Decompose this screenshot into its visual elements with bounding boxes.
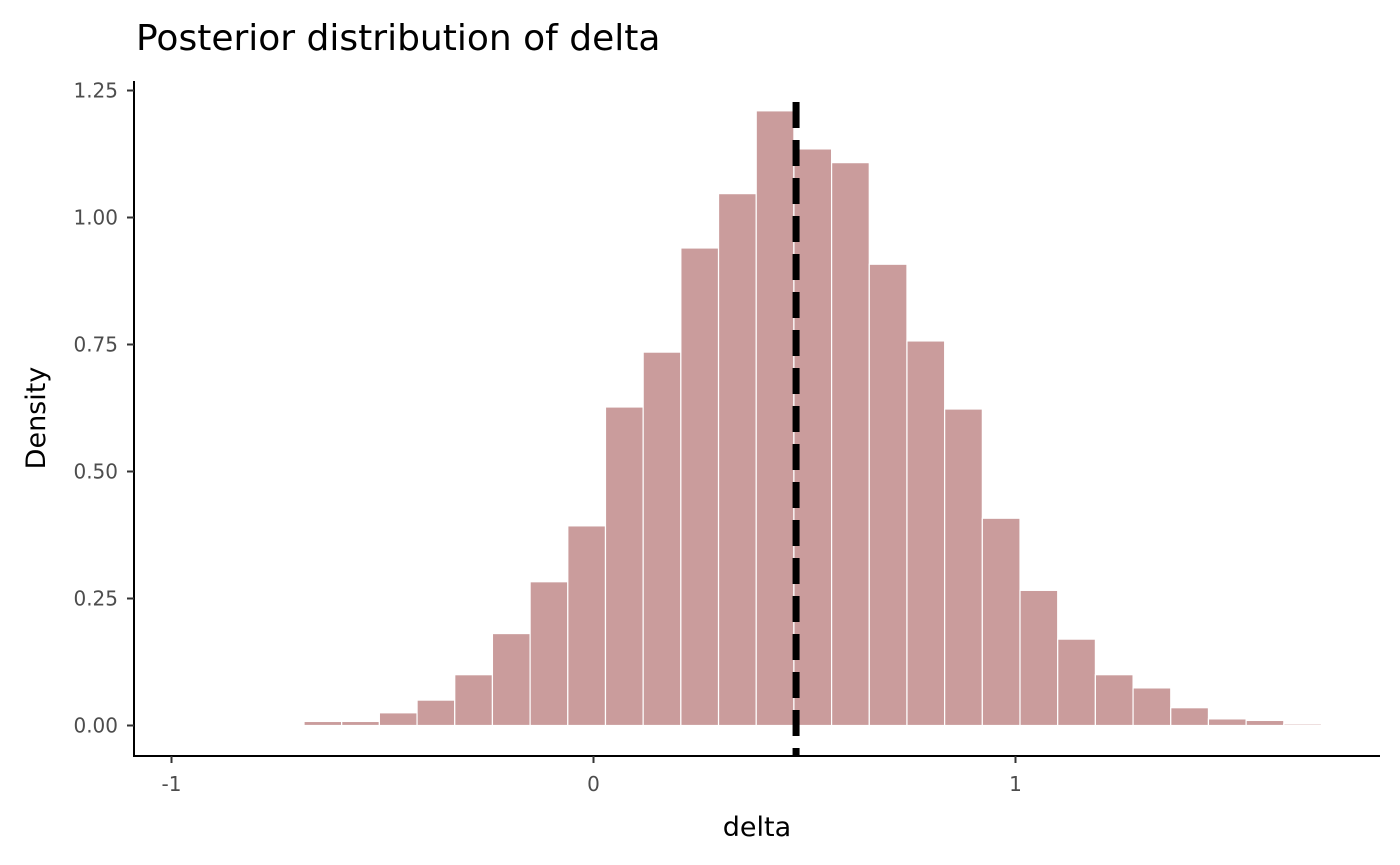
- y-tick-label: 1.25: [73, 79, 118, 103]
- histogram-bar: [416, 699, 456, 727]
- histogram-bar: [642, 351, 682, 727]
- x-tick-label: 1: [1009, 772, 1022, 796]
- histogram-bar: [906, 340, 946, 727]
- histogram-bar: [341, 720, 380, 727]
- histogram-bar: [981, 517, 1021, 727]
- histogram-bar: [491, 632, 531, 727]
- y-tick-label: 0.50: [73, 460, 118, 484]
- y-tick-label: 0.00: [73, 714, 118, 738]
- histogram-bar: [944, 408, 983, 727]
- histogram-bar: [454, 674, 494, 727]
- y-tick-label: 0.75: [73, 333, 118, 357]
- histogram-bar: [1094, 674, 1134, 727]
- y-tick-label: 0.25: [73, 587, 118, 611]
- histogram-bar: [1170, 707, 1210, 727]
- histogram-bar: [1245, 719, 1285, 727]
- histogram-bar: [529, 581, 569, 727]
- x-axis-label: delta: [723, 812, 791, 843]
- x-tick-label: -1: [162, 772, 182, 796]
- chart-title: Posterior distribution of delta: [136, 18, 660, 59]
- histogram-bar: [1207, 718, 1247, 727]
- histogram-bar: [755, 110, 795, 727]
- histogram-bar: [567, 525, 607, 727]
- histogram-bar: [830, 162, 870, 727]
- y-axis-ticks: 0.00 0.25 0.50 0.75 1.00 1.25: [73, 79, 134, 738]
- histogram-bar: [1019, 589, 1059, 727]
- x-axis-ticks: -1 0 1: [162, 756, 1022, 796]
- histogram-bar: [717, 193, 757, 727]
- x-tick-label: 0: [587, 772, 600, 796]
- histogram-bar: [1132, 687, 1172, 727]
- histogram-bar: [680, 247, 720, 727]
- y-axis-label: Density: [21, 367, 52, 470]
- histogram-bars: [303, 110, 1323, 727]
- histogram-bar: [1057, 638, 1096, 727]
- histogram-bar: [1283, 723, 1323, 727]
- y-tick-label: 1.00: [73, 206, 118, 230]
- histogram-bar: [868, 263, 908, 727]
- histogram-bar: [378, 712, 418, 727]
- histogram-bar: [303, 720, 343, 727]
- histogram-bar: [793, 148, 833, 727]
- histogram-bar: [604, 406, 644, 727]
